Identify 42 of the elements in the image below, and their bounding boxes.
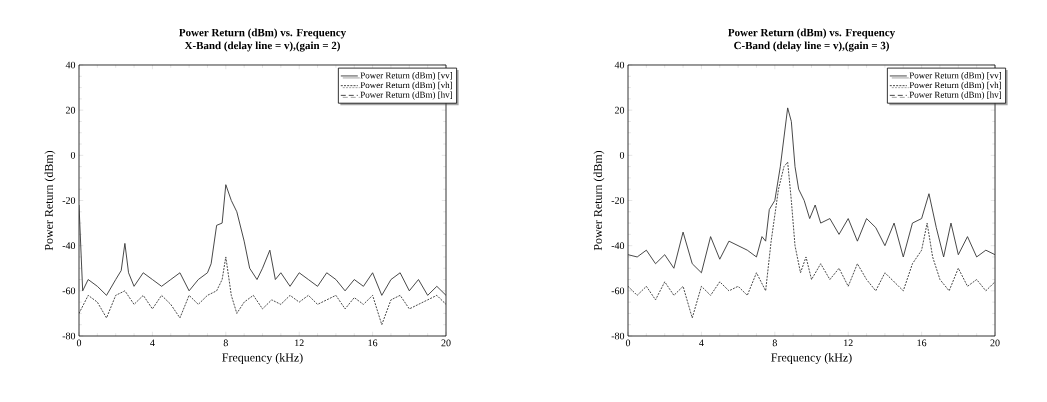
y-tick-label: 20 (65, 106, 76, 114)
line-series (79, 184, 447, 296)
chart-subtitle: X-Band (delay line = v),(gain = 2) (184, 41, 340, 52)
legend-label: Power Return (dBm) [vv] (360, 72, 452, 81)
y-tick-label: -60 (611, 287, 625, 295)
x-tick-label: 0 (625, 339, 631, 347)
y-tick-label: -20 (611, 197, 625, 204)
x-axis-title: Frequency (kHz) (222, 353, 303, 364)
x-tick-label: 8 (772, 339, 777, 347)
legend-label: Power Return (dBm) [vh] (360, 81, 452, 90)
chart-title: Power Return (dBm) vs. Frequency (728, 28, 896, 39)
x-tick-label: 4 (699, 339, 704, 347)
y-tick-label: 20 (614, 106, 625, 114)
x-tick-label: 4 (150, 339, 155, 347)
chart-title: Power Return (dBm) vs. Frequency (179, 28, 347, 39)
legend-label: Power Return (dBm) [hv] (360, 91, 452, 100)
y-tick-label: 40 (65, 61, 76, 69)
y-tick-label: 0 (70, 151, 76, 159)
chart-subtitle: C-Band (delay line = v),(gain = 3) (734, 41, 889, 52)
y-axis-title: Power Return (dBm) (593, 150, 605, 251)
legend-label: Power Return (dBm) [hv] (909, 91, 1001, 100)
y-tick-label: 0 (619, 151, 625, 159)
x-tick-label: 16 (917, 339, 927, 347)
x-tick-label: 20 (990, 339, 1000, 347)
line-series (79, 256, 447, 326)
y-tick-label: -60 (62, 287, 76, 295)
y-tick-label: -40 (62, 242, 76, 250)
legend-label: Power Return (dBm) [vv] (909, 72, 1001, 81)
y-tick-label: 40 (614, 61, 625, 69)
x-tick-label: 12 (295, 339, 304, 347)
legend-label: Power Return (dBm) [vh] (909, 81, 1001, 90)
y-tick-label: -80 (62, 332, 76, 340)
y-tick-label: -20 (62, 197, 76, 204)
y-tick-label: -40 (611, 242, 625, 250)
x-tick-label: 0 (76, 339, 82, 347)
x-tick-label: 8 (223, 339, 228, 347)
x-axis-title: Frequency (kHz) (771, 353, 852, 364)
x-tick-label: 20 (441, 339, 451, 347)
y-axis-title: Power Return (dBm) (44, 150, 56, 251)
x-tick-label: 16 (368, 339, 378, 347)
y-tick-label: -80 (611, 332, 625, 340)
x-tick-label: 12 (844, 339, 853, 347)
